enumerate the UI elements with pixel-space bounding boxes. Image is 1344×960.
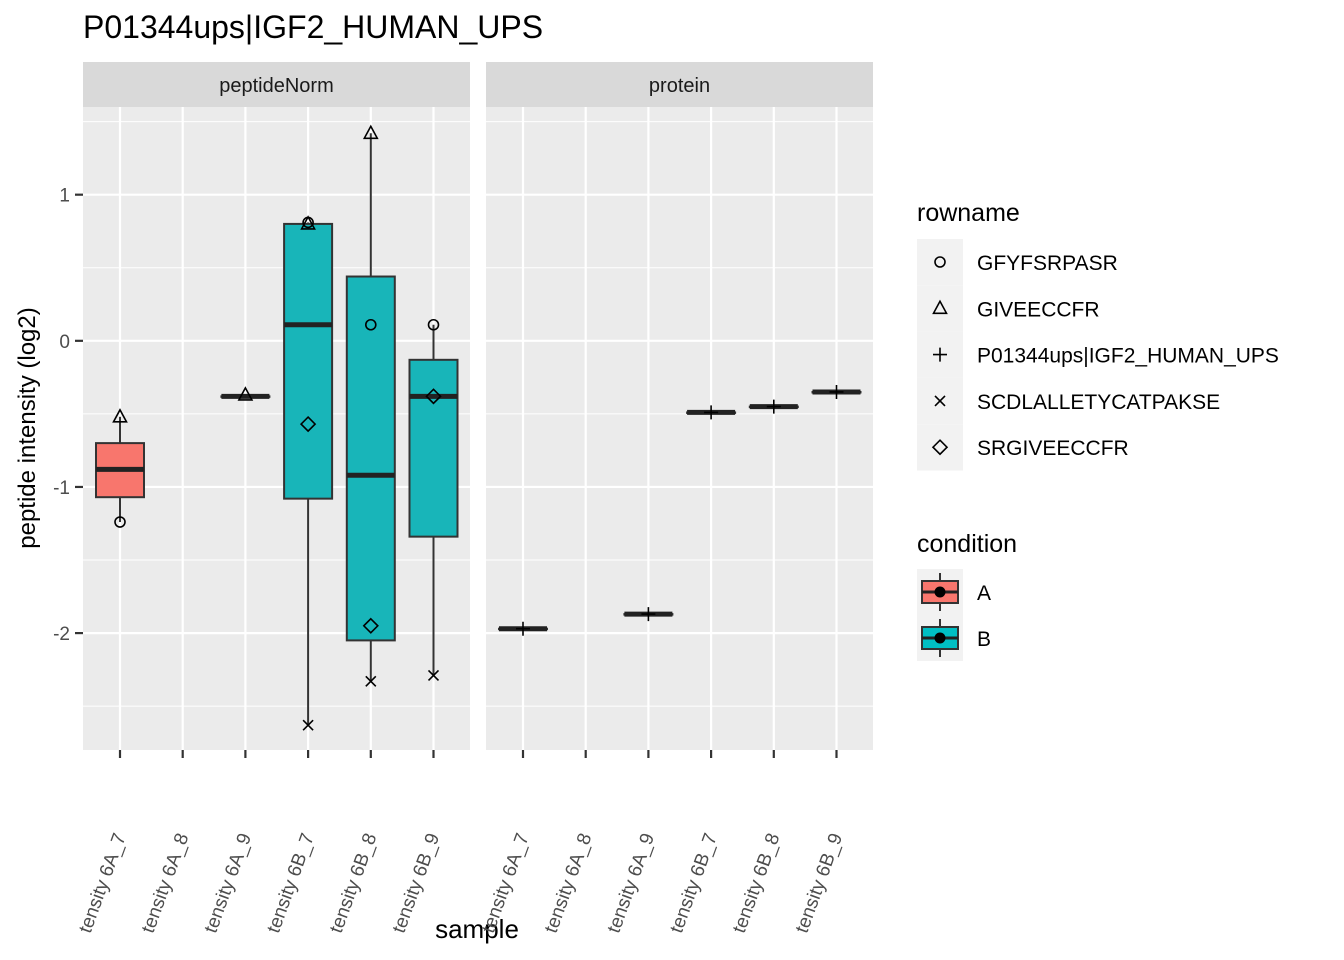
legend-diamond-icon bbox=[931, 439, 949, 456]
x-tick-label: tensity 6B_8 bbox=[326, 831, 382, 936]
box-body bbox=[408, 358, 459, 538]
x-tick-label: tensity 6A_8 bbox=[138, 831, 194, 936]
legend-circle-icon bbox=[934, 256, 946, 268]
legend-key bbox=[917, 285, 963, 332]
x-tick-label: tensity 6B_8 bbox=[729, 831, 785, 936]
data-point bbox=[365, 675, 377, 687]
panel-background bbox=[486, 107, 873, 750]
legend-label: GIVEECCFR bbox=[977, 298, 1100, 321]
x-tick-label: tensity 6A_7 bbox=[75, 831, 131, 936]
facet-strip bbox=[486, 62, 873, 107]
legend-point-icon bbox=[934, 586, 946, 598]
data-point bbox=[641, 607, 656, 622]
data-point bbox=[766, 399, 781, 414]
data-point bbox=[302, 216, 314, 229]
x-tick-label: tensity 6A_7 bbox=[478, 831, 534, 936]
y-tick-label: -1 bbox=[53, 478, 70, 499]
facet-strip-label: peptideNorm bbox=[219, 75, 334, 97]
data-point bbox=[829, 384, 844, 399]
legend-key bbox=[917, 239, 963, 286]
legend-cross-icon bbox=[934, 395, 946, 407]
x-tick-label: tensity 6B_9 bbox=[792, 831, 848, 936]
data-point bbox=[300, 215, 316, 230]
facet-strip bbox=[83, 62, 470, 107]
legend-key bbox=[917, 424, 963, 471]
x-axis-label: sample bbox=[435, 914, 519, 944]
y-tick-label: -2 bbox=[53, 624, 70, 645]
data-point bbox=[427, 318, 440, 331]
data-point bbox=[237, 386, 254, 401]
box-tensity 6B_8 bbox=[345, 133, 396, 682]
box-body bbox=[345, 275, 396, 642]
x-tick-label: tensity 6B_7 bbox=[666, 831, 722, 936]
box-tensity 6A_7 bbox=[95, 416, 145, 523]
x-tick-label: tensity 6B_9 bbox=[389, 831, 445, 936]
legend-label: A bbox=[977, 582, 991, 605]
data-point bbox=[114, 516, 126, 528]
y-tick-label: 0 bbox=[59, 332, 70, 353]
legend-plus-icon bbox=[933, 347, 947, 362]
panel-background bbox=[83, 107, 470, 750]
legend-label: SCDLALLETYCATPAKSE bbox=[977, 391, 1220, 414]
x-tick-label: tensity 6B_7 bbox=[263, 831, 319, 936]
data-point bbox=[362, 124, 379, 140]
data-point bbox=[302, 719, 314, 731]
x-tick-label: tensity 6A_9 bbox=[201, 831, 257, 936]
legend-title: rowname bbox=[917, 199, 1020, 227]
box-tensity 6B_7 bbox=[283, 222, 334, 726]
data-point bbox=[425, 388, 442, 405]
data-point bbox=[299, 415, 317, 433]
box-body bbox=[283, 222, 334, 500]
y-tick-label: 1 bbox=[59, 186, 70, 207]
x-tick-label: tensity 6A_9 bbox=[604, 831, 660, 936]
data-point bbox=[516, 621, 530, 636]
legend-label: SRGIVEECCFR bbox=[977, 437, 1129, 460]
x-tick-label: tensity 6A_8 bbox=[541, 831, 597, 936]
legend-label: GFYFSRPASR bbox=[977, 252, 1118, 275]
data-point bbox=[364, 318, 377, 331]
legend-label: P01344ups|IGF2_HUMAN_UPS bbox=[977, 345, 1279, 368]
facet-strip-label: protein bbox=[649, 75, 710, 97]
legend-triangle-icon bbox=[932, 299, 948, 315]
box-tensity 6A_9 bbox=[220, 393, 271, 399]
chart-title: P01344ups|IGF2_HUMAN_UPS bbox=[83, 9, 544, 45]
legend-title: condition bbox=[917, 530, 1017, 558]
data-point bbox=[362, 617, 379, 634]
legend-point-icon bbox=[934, 632, 946, 644]
data-point bbox=[704, 405, 719, 420]
data-point bbox=[112, 408, 128, 423]
legend-label: B bbox=[977, 628, 991, 651]
data-point bbox=[427, 669, 440, 682]
